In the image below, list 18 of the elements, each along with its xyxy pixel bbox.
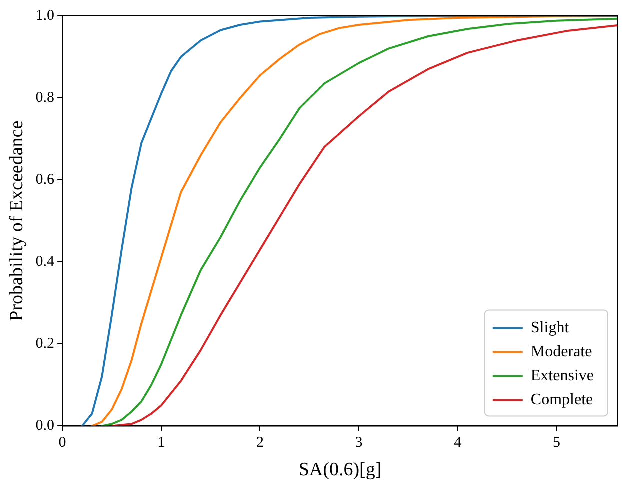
x-tick-label: 3 (355, 435, 363, 452)
legend-label: Extensive (530, 367, 594, 384)
y-tick-label: 0.0 (36, 418, 55, 434)
x-tick-label: 4 (454, 435, 462, 452)
legend-label: Complete (530, 391, 594, 408)
legend-label: Moderate (530, 343, 592, 360)
y-tick-label: 1.0 (36, 8, 55, 24)
y-tick-label: 0.6 (36, 172, 56, 188)
y-axis-title: Probability of Exceedance (6, 120, 28, 322)
x-tick-label: 1 (158, 435, 166, 452)
y-tick-label: 0.2 (36, 336, 55, 352)
y-tick-label: 0.8 (36, 90, 55, 106)
x-tick-label: 5 (552, 435, 560, 452)
y-tick-label: 0.4 (36, 254, 56, 270)
x-tick-label: 0 (58, 435, 66, 452)
x-axis-title: SA(0.6)[g] (298, 460, 382, 481)
legend-label: Slight (530, 319, 570, 336)
x-tick-label: 2 (256, 435, 264, 452)
